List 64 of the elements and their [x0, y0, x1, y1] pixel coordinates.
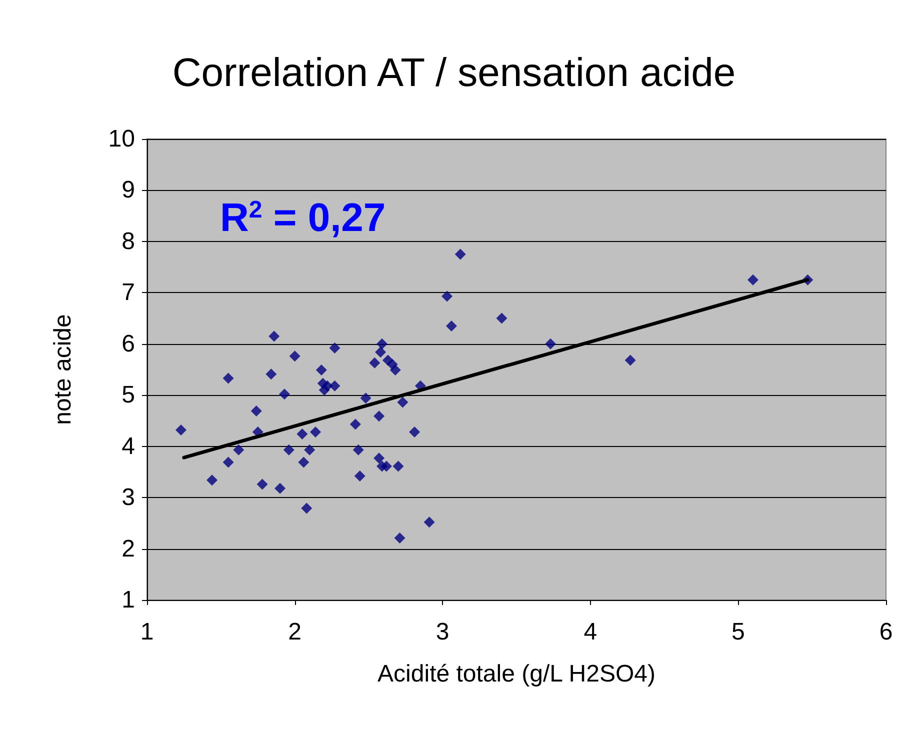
point: [310, 426, 321, 438]
point: [496, 312, 508, 324]
y-tick-label: 5: [122, 382, 135, 409]
y-tick-label: 7: [122, 279, 135, 306]
point: [278, 388, 290, 400]
x-tick-label: 6: [879, 618, 893, 646]
point: [256, 478, 268, 490]
y-tick-label: 3: [122, 484, 135, 512]
point: [409, 426, 420, 438]
point: [374, 452, 385, 464]
point: [380, 460, 392, 472]
point: [316, 364, 327, 376]
y-tick-label: 9: [122, 176, 135, 204]
y-tick-label: 4: [122, 432, 135, 460]
point: [397, 396, 408, 408]
point: [266, 368, 277, 380]
point: [268, 330, 280, 342]
point: [296, 428, 308, 440]
point: [233, 444, 244, 456]
point: [442, 290, 453, 302]
point: [222, 372, 234, 384]
point: [392, 460, 404, 472]
y-tick-label: 8: [122, 228, 135, 255]
point: [175, 424, 186, 436]
point: [369, 357, 380, 368]
chart-title: Correlation AT / sensation acide: [172, 51, 736, 95]
x-tick-label: 4: [584, 618, 598, 646]
point: [394, 532, 406, 544]
x-axis-title: Acidité totale (g/L H2SO4): [378, 660, 656, 688]
y-tick-label: 2: [122, 535, 135, 562]
x-tick-label: 1: [140, 618, 154, 646]
point: [329, 380, 340, 392]
y-tick-label: 1: [122, 586, 135, 614]
x-tick-label: 5: [732, 618, 745, 646]
point: [354, 470, 366, 482]
point: [360, 392, 372, 404]
point: [322, 380, 333, 392]
point: [424, 516, 435, 528]
point: [350, 418, 361, 430]
point: [206, 474, 218, 486]
y-tick-label: 6: [122, 330, 135, 358]
point: [544, 338, 556, 350]
point: [375, 346, 386, 358]
x-tick-label: 3: [436, 618, 450, 646]
point: [454, 248, 466, 260]
x-tick-label: 2: [288, 618, 302, 646]
y-tick-label: 10: [108, 126, 135, 152]
point: [304, 444, 316, 456]
point: [289, 350, 300, 362]
point: [329, 342, 340, 354]
point: [624, 354, 636, 366]
point: [747, 274, 758, 286]
point: [301, 502, 312, 514]
point: [283, 444, 294, 456]
point: [446, 320, 457, 332]
point: [390, 364, 401, 376]
y-axis-title: note acide: [50, 314, 76, 425]
point: [250, 405, 262, 416]
point: [274, 482, 286, 494]
point: [222, 456, 234, 468]
point: [298, 456, 310, 468]
point: [374, 410, 385, 422]
point: [376, 338, 388, 350]
point: [352, 444, 364, 456]
